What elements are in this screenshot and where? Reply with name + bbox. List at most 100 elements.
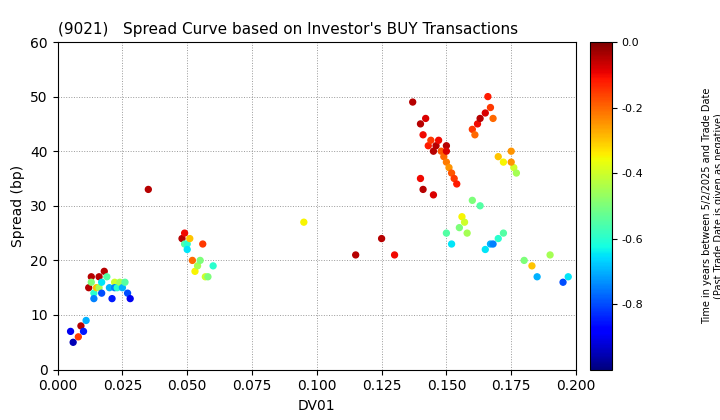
Point (510, 170, 522, 176)
Point (438, 153, 449, 160)
Point (508, 164, 520, 171)
Point (449, 175, 460, 182)
Point (480, 246, 491, 253)
Point (472, 121, 483, 127)
Point (425, 137, 436, 144)
Point (462, 230, 473, 236)
Point (81, 317, 92, 324)
Point (444, 164, 455, 171)
Point (350, 252, 361, 258)
Point (482, 93, 494, 100)
X-axis label: DV01: DV01 (298, 399, 336, 413)
Point (428, 192, 439, 198)
Point (65, 328, 76, 335)
Point (467, 126, 478, 133)
Text: (9021)   Spread Curve based on Investor's BUY Transactions: (9021) Spread Curve based on Investor's … (58, 22, 518, 37)
Point (181, 246, 193, 253)
Point (107, 295, 118, 302)
Point (101, 273, 112, 280)
Point (389, 252, 400, 258)
Point (192, 262, 203, 269)
Point (456, 213, 468, 220)
Point (451, 181, 462, 187)
Point (485, 104, 496, 111)
Point (99, 268, 110, 275)
Point (505, 148, 517, 155)
Point (474, 115, 486, 122)
Point (94, 273, 105, 280)
Point (428, 148, 439, 155)
Point (441, 142, 452, 149)
Point (184, 235, 196, 242)
Point (197, 241, 209, 247)
Point (418, 131, 429, 138)
Point (298, 219, 310, 226)
Point (78, 328, 89, 335)
Point (186, 257, 198, 264)
Point (467, 197, 478, 204)
Y-axis label: Spread (bp): Spread (bp) (11, 165, 24, 247)
Point (189, 268, 201, 275)
Point (446, 170, 457, 176)
Text: Time in years between 5/2/2025 and Trade Date
(Past Trade Date is given as negat: Time in years between 5/2/2025 and Trade… (702, 88, 720, 324)
Point (181, 241, 193, 247)
Point (109, 279, 120, 286)
Point (96, 290, 107, 297)
Point (73, 333, 84, 340)
Point (207, 262, 219, 269)
Point (376, 235, 387, 242)
Point (505, 159, 517, 165)
Point (492, 153, 504, 160)
Point (112, 284, 123, 291)
Point (68, 339, 79, 346)
Point (518, 257, 530, 264)
Point (531, 273, 543, 280)
Point (104, 284, 115, 291)
Point (96, 279, 107, 286)
Point (498, 159, 509, 165)
Point (485, 241, 496, 247)
Point (122, 290, 133, 297)
Point (194, 257, 206, 264)
Point (114, 279, 125, 286)
Point (418, 186, 429, 193)
Point (420, 115, 431, 122)
Point (562, 273, 574, 280)
Point (83, 284, 94, 291)
Point (498, 230, 509, 236)
Point (415, 121, 426, 127)
Point (446, 241, 457, 247)
Point (94, 284, 105, 291)
Point (179, 230, 190, 236)
Point (474, 202, 486, 209)
Point (109, 284, 120, 291)
Point (88, 295, 99, 302)
Point (202, 273, 214, 280)
Point (433, 137, 444, 144)
Point (120, 279, 131, 286)
Point (454, 224, 465, 231)
Point (86, 279, 97, 286)
Point (557, 279, 569, 286)
Point (480, 110, 491, 116)
Point (407, 99, 418, 105)
Point (436, 148, 447, 155)
Point (431, 142, 442, 149)
Point (75, 323, 86, 329)
Point (143, 186, 154, 193)
Point (91, 284, 102, 291)
Point (86, 273, 97, 280)
Point (415, 175, 426, 182)
Point (487, 241, 499, 247)
Point (441, 148, 452, 155)
Point (492, 235, 504, 242)
Point (176, 235, 188, 242)
Point (526, 262, 538, 269)
Point (441, 159, 452, 165)
Point (199, 273, 211, 280)
Point (179, 241, 190, 247)
Point (459, 219, 470, 226)
Point (88, 290, 99, 297)
Point (117, 284, 128, 291)
Point (423, 142, 434, 149)
